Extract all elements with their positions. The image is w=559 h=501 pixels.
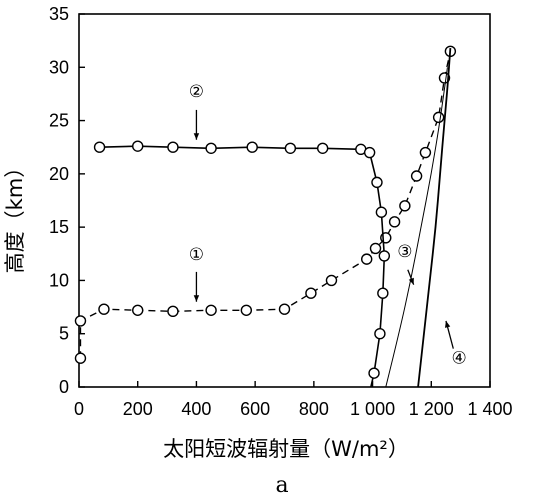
data-point bbox=[167, 141, 179, 153]
series-line-2 bbox=[99, 145, 386, 387]
data-point bbox=[74, 352, 87, 364]
x-tick-label: 1 000 bbox=[350, 399, 395, 419]
data-point bbox=[240, 304, 253, 316]
y-tick-label: 15 bbox=[49, 217, 69, 237]
y-axis-title: 高度（km） bbox=[3, 157, 27, 274]
arrowhead bbox=[444, 320, 451, 328]
data-point bbox=[419, 146, 432, 159]
data-point bbox=[205, 304, 217, 316]
plot-area: 0 200 400 600 800 1 000 1 200 1 400 0 5 10 15 20 25 30… bbox=[49, 4, 513, 419]
x-tick-label: 800 bbox=[299, 399, 329, 419]
x-tick-label: 0 bbox=[74, 399, 84, 419]
data-point bbox=[363, 146, 376, 159]
arrowhead bbox=[193, 295, 200, 302]
data-point bbox=[305, 287, 317, 299]
data-point bbox=[93, 141, 106, 153]
data-point bbox=[377, 287, 389, 299]
data-point bbox=[132, 304, 144, 316]
data-point bbox=[378, 250, 391, 262]
y-tick-label: 25 bbox=[49, 111, 69, 131]
arrowhead bbox=[193, 133, 200, 140]
x-tick-label: 400 bbox=[181, 399, 211, 419]
series-label-3: ④ bbox=[452, 349, 467, 369]
x-tick-label: 200 bbox=[123, 399, 153, 419]
series-label-1: ① bbox=[189, 245, 204, 265]
y-tick-label: 30 bbox=[49, 57, 69, 77]
data-point bbox=[361, 253, 373, 265]
data-point bbox=[316, 142, 329, 154]
data-point bbox=[246, 141, 258, 153]
data-point bbox=[205, 142, 217, 154]
y-tick-label: 0 bbox=[59, 377, 69, 397]
series-line-3 bbox=[385, 67, 448, 387]
data-point bbox=[399, 200, 411, 212]
x-tick-label: 1 400 bbox=[467, 399, 512, 419]
series-line-4 bbox=[417, 48, 452, 387]
figure-sublabel: a bbox=[275, 473, 288, 498]
data-point bbox=[132, 140, 144, 152]
x-tick-label: 1 200 bbox=[409, 399, 454, 419]
plot-frame bbox=[78, 13, 491, 388]
arrowhead bbox=[408, 277, 414, 285]
data-point bbox=[278, 303, 291, 315]
x-tick-label: 600 bbox=[240, 399, 270, 419]
data-point bbox=[410, 170, 423, 182]
data-point bbox=[371, 176, 383, 189]
y-tick-label: 20 bbox=[49, 164, 69, 184]
data-point bbox=[438, 72, 451, 84]
y-tick-label: 5 bbox=[59, 324, 69, 344]
data-point bbox=[432, 111, 445, 124]
series-label-0: ② bbox=[189, 82, 204, 102]
data-point bbox=[167, 305, 179, 318]
x-axis-title: 太阳短波辐射量（W/m²） bbox=[163, 437, 409, 461]
data-point bbox=[388, 216, 401, 228]
data-point bbox=[368, 367, 380, 379]
data-point bbox=[374, 328, 386, 340]
y-tick-label: 35 bbox=[49, 4, 69, 24]
data-point bbox=[325, 274, 338, 287]
data-point bbox=[98, 303, 110, 315]
y-tick-label: 10 bbox=[49, 270, 69, 290]
data-point bbox=[74, 315, 87, 327]
data-point bbox=[375, 206, 388, 218]
data-point bbox=[369, 242, 382, 255]
data-point bbox=[284, 142, 297, 154]
series-label-2: ③ bbox=[397, 242, 412, 262]
